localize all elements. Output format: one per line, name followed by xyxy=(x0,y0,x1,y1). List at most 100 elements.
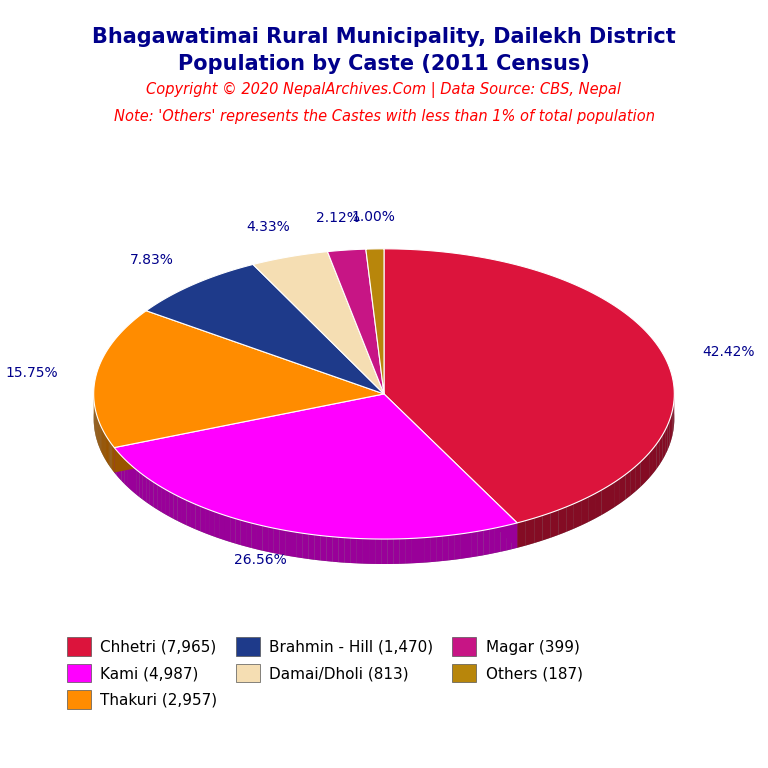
Polygon shape xyxy=(357,538,363,564)
Polygon shape xyxy=(296,532,303,558)
Polygon shape xyxy=(146,477,150,505)
Polygon shape xyxy=(108,439,109,465)
Polygon shape xyxy=(177,496,182,523)
Polygon shape xyxy=(333,537,339,562)
Polygon shape xyxy=(133,467,136,495)
Polygon shape xyxy=(320,535,326,561)
Polygon shape xyxy=(285,531,291,556)
Polygon shape xyxy=(136,469,139,497)
Polygon shape xyxy=(315,535,320,561)
Polygon shape xyxy=(273,528,280,554)
Text: 2.12%: 2.12% xyxy=(316,211,360,225)
Polygon shape xyxy=(601,486,608,515)
Polygon shape xyxy=(526,518,535,545)
Polygon shape xyxy=(215,512,220,538)
Polygon shape xyxy=(424,538,430,563)
Polygon shape xyxy=(381,539,387,564)
Polygon shape xyxy=(653,444,657,474)
Polygon shape xyxy=(657,439,660,469)
Polygon shape xyxy=(387,539,393,564)
Polygon shape xyxy=(511,523,517,549)
Polygon shape xyxy=(345,538,351,563)
Text: 1.00%: 1.00% xyxy=(351,210,395,224)
Polygon shape xyxy=(117,450,119,478)
Polygon shape xyxy=(588,494,595,522)
Polygon shape xyxy=(130,464,133,492)
Polygon shape xyxy=(114,394,517,539)
Polygon shape xyxy=(169,492,174,518)
Polygon shape xyxy=(614,478,620,508)
Polygon shape xyxy=(146,264,384,394)
Polygon shape xyxy=(436,536,442,561)
Polygon shape xyxy=(671,411,672,441)
Polygon shape xyxy=(581,497,588,525)
Polygon shape xyxy=(303,533,309,559)
Polygon shape xyxy=(114,448,117,475)
Polygon shape xyxy=(280,529,285,555)
Polygon shape xyxy=(412,538,418,564)
Polygon shape xyxy=(119,453,121,481)
Polygon shape xyxy=(150,480,154,507)
Polygon shape xyxy=(339,538,345,563)
Polygon shape xyxy=(406,538,412,564)
Polygon shape xyxy=(143,475,146,502)
Polygon shape xyxy=(660,435,663,465)
Polygon shape xyxy=(103,430,104,457)
Polygon shape xyxy=(124,458,127,486)
Polygon shape xyxy=(154,482,157,509)
Polygon shape xyxy=(489,528,495,554)
Polygon shape xyxy=(105,434,106,461)
Text: 42.42%: 42.42% xyxy=(702,345,754,359)
Polygon shape xyxy=(574,501,581,528)
Ellipse shape xyxy=(94,273,674,564)
Legend: Chhetri (7,965), Kami (4,987), Thakuri (2,957), Brahmin - Hill (1,470), Damai/Dh: Chhetri (7,965), Kami (4,987), Thakuri (… xyxy=(67,637,582,709)
Polygon shape xyxy=(101,427,102,453)
Polygon shape xyxy=(636,462,641,491)
Polygon shape xyxy=(430,537,436,562)
Polygon shape xyxy=(109,441,111,468)
Polygon shape xyxy=(127,462,130,489)
Polygon shape xyxy=(220,514,225,541)
Polygon shape xyxy=(107,437,108,464)
Polygon shape xyxy=(94,311,384,448)
Polygon shape xyxy=(558,507,566,535)
Polygon shape xyxy=(225,515,230,542)
Polygon shape xyxy=(366,249,384,394)
Polygon shape xyxy=(111,444,113,471)
Polygon shape xyxy=(672,406,674,435)
Polygon shape xyxy=(104,432,105,458)
Polygon shape xyxy=(326,536,333,561)
Polygon shape xyxy=(595,490,601,518)
Polygon shape xyxy=(649,449,653,478)
Polygon shape xyxy=(369,539,375,564)
Polygon shape xyxy=(460,533,466,559)
Polygon shape xyxy=(114,394,384,472)
Polygon shape xyxy=(251,523,257,549)
Polygon shape xyxy=(478,530,484,556)
Polygon shape xyxy=(663,430,665,459)
Polygon shape xyxy=(191,502,196,529)
Polygon shape xyxy=(196,505,200,531)
Polygon shape xyxy=(187,500,191,528)
Polygon shape xyxy=(506,525,511,551)
Text: 7.83%: 7.83% xyxy=(130,253,174,267)
Polygon shape xyxy=(449,535,454,561)
Polygon shape xyxy=(466,532,472,558)
Polygon shape xyxy=(472,531,478,558)
Polygon shape xyxy=(418,538,424,563)
Polygon shape xyxy=(240,520,246,547)
Polygon shape xyxy=(442,535,449,561)
Polygon shape xyxy=(139,472,143,500)
Polygon shape xyxy=(665,425,667,455)
Polygon shape xyxy=(205,508,210,535)
Polygon shape xyxy=(121,456,124,484)
Polygon shape xyxy=(484,529,489,555)
Polygon shape xyxy=(501,525,506,551)
Polygon shape xyxy=(114,394,384,472)
Polygon shape xyxy=(161,487,165,515)
Polygon shape xyxy=(236,518,240,545)
Polygon shape xyxy=(631,466,636,495)
Polygon shape xyxy=(375,539,381,564)
Polygon shape xyxy=(309,534,315,560)
Polygon shape xyxy=(608,482,614,511)
